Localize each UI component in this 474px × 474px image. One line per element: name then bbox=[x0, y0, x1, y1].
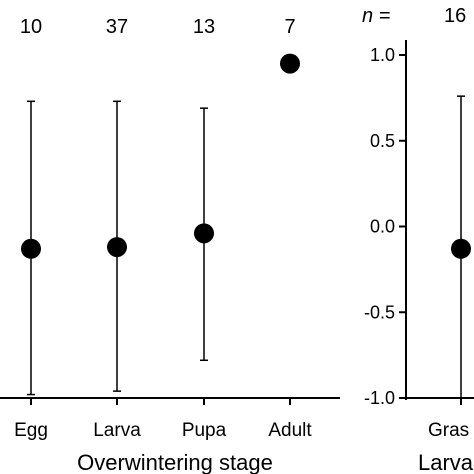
right-ytick-label-1: 0.5 bbox=[370, 131, 395, 151]
left-n-value-3: 7 bbox=[284, 16, 295, 38]
left-xtick-label-2: Pupa bbox=[182, 420, 227, 441]
left-n-value-1: 37 bbox=[106, 16, 128, 38]
left-point-0 bbox=[21, 238, 41, 259]
right-xtick-label-0: Gras bbox=[428, 420, 469, 441]
right-x-axis-label: Larva bbox=[418, 450, 474, 474]
left-x-axis-label: Overwintering stage bbox=[77, 450, 273, 474]
left-point-2 bbox=[194, 223, 214, 244]
left-xtick-label-3: Adult bbox=[268, 420, 312, 441]
left-point-1 bbox=[107, 237, 127, 258]
left-n-value-0: 10 bbox=[20, 16, 42, 38]
left-n-value-2: 13 bbox=[193, 16, 215, 38]
right-ytick-label-4: -1.0 bbox=[364, 388, 395, 408]
right-ytick-label-3: -0.5 bbox=[364, 302, 395, 322]
right-ytick-label-0: 1.0 bbox=[370, 45, 395, 65]
right-panel: 1.0 0.5 0.0 -0.5 -1.0 n = 16 Gras Larva bbox=[362, 5, 474, 474]
left-xtick-label-1: Larva bbox=[93, 420, 141, 441]
right-n-value-0: 16 bbox=[444, 5, 466, 27]
right-point-0 bbox=[451, 238, 471, 259]
right-n-label: n = bbox=[362, 5, 390, 27]
right-ytick-label-2: 0.0 bbox=[370, 217, 395, 237]
left-panel: 10 37 13 7 Egg Larva Pupa Adult Overwintering … bbox=[0, 16, 340, 474]
left-point-3 bbox=[280, 53, 300, 74]
left-xtick-label-0: Egg bbox=[14, 420, 48, 441]
